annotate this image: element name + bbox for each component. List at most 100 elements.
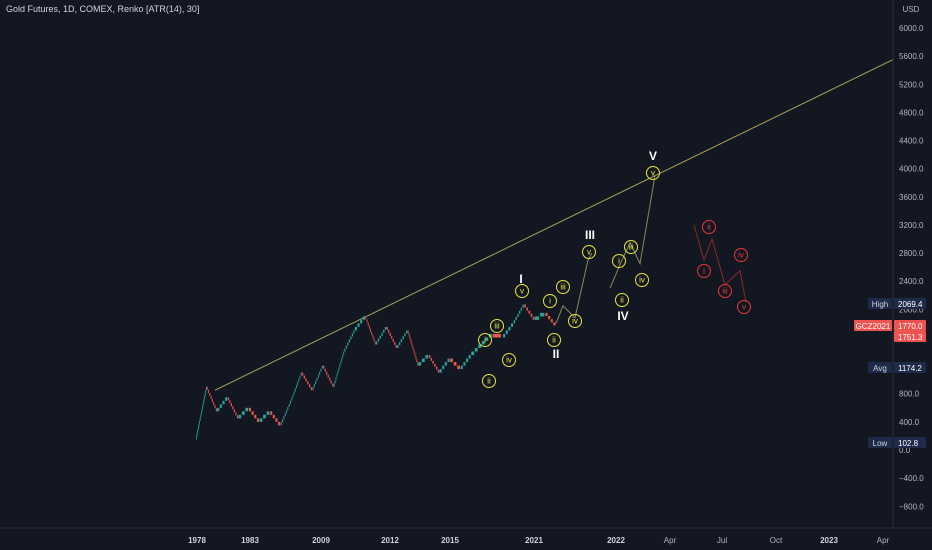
renko-brick	[511, 323, 514, 327]
wave-label-yellow: i	[612, 254, 626, 268]
renko-brick	[404, 333, 406, 337]
renko-brick	[199, 420, 201, 424]
y-tick-label: −800.0	[899, 502, 924, 511]
renko-brick	[227, 397, 229, 401]
wave-circle	[697, 264, 711, 278]
renko-brick	[254, 414, 257, 419]
renko-brick	[204, 392, 206, 397]
renko-brick	[327, 374, 329, 378]
renko-brick	[313, 384, 315, 388]
renko-brick	[288, 403, 290, 407]
renko-brick	[373, 338, 375, 342]
wave-text: iii	[722, 287, 728, 296]
price-label-value: 1770.0	[898, 322, 923, 331]
renko-brick	[197, 427, 199, 431]
renko-brick	[474, 348, 478, 352]
renko-brick	[450, 358, 453, 363]
renko-brick	[416, 359, 418, 363]
renko-brick	[505, 330, 508, 334]
x-axis: 1978 1983 2009 2012 2015 2021 2022 Apr Jul Oct 202…	[0, 527, 932, 545]
wave-text: v	[587, 248, 591, 257]
wave-text: ii	[707, 223, 711, 232]
renko-brick	[342, 354, 344, 358]
wave-text: iii	[560, 283, 566, 292]
renko-brick	[532, 316, 535, 320]
renko-brick	[205, 389, 207, 393]
wave-text: iv	[738, 251, 744, 260]
wave-text: i	[549, 297, 551, 306]
renko-brick	[447, 358, 450, 363]
renko-brick	[225, 397, 228, 401]
renko-brick	[439, 369, 442, 373]
renko-brick	[196, 433, 198, 437]
renko-brick	[230, 403, 232, 407]
renko-brick	[329, 377, 331, 381]
renko-brick	[337, 370, 339, 374]
renko-brick	[316, 377, 318, 381]
wave-circle	[568, 314, 582, 328]
wave-label-red: iv	[734, 248, 748, 262]
renko-brick	[235, 412, 237, 416]
renko-brick	[384, 326, 387, 330]
renko-brick	[460, 365, 463, 370]
renko-brick	[217, 407, 220, 412]
renko-brick	[283, 416, 285, 420]
renko-brick	[360, 319, 363, 324]
wave-label-yellow: iv	[502, 353, 516, 367]
trendline	[214, 59, 894, 391]
renko-brick	[463, 362, 466, 366]
renko-brick	[282, 419, 284, 423]
wave-text: iv	[506, 356, 512, 365]
renko-brick	[305, 378, 307, 382]
renko-brick	[389, 332, 391, 336]
renko-brick	[381, 332, 383, 336]
renko-brick	[213, 402, 215, 406]
wave-label-red: ii	[702, 220, 716, 234]
renko-brick	[408, 333, 410, 337]
wave-label-red: i	[697, 264, 711, 278]
y-tick-label: 400.0	[899, 418, 920, 427]
renko-brick	[348, 339, 350, 343]
renko-brick	[203, 399, 205, 403]
wave-text: v	[520, 287, 524, 296]
renko-brick	[294, 388, 296, 392]
wave-text: ii	[487, 377, 491, 386]
x-tick-label: 2009	[312, 536, 330, 545]
renko-brick	[245, 407, 249, 412]
wave-text: iii	[494, 322, 500, 331]
renko-brick	[241, 411, 245, 415]
renko-brick	[292, 394, 294, 398]
wave-text: v	[742, 303, 746, 312]
renko-brick	[209, 392, 211, 396]
y-tick-label: 0.0	[899, 446, 911, 455]
renko-brick	[278, 421, 281, 426]
renko-brick	[372, 335, 374, 339]
renko-brick	[319, 371, 321, 375]
renko-brick	[196, 436, 197, 440]
renko-brick	[202, 405, 204, 409]
renko-brick	[350, 336, 352, 340]
renko-brick	[434, 363, 436, 367]
price-label-name-bg	[868, 362, 892, 373]
renko-brick	[402, 336, 404, 340]
renko-brick	[430, 357, 433, 361]
renko-brick	[524, 304, 526, 308]
wave-circle	[515, 284, 529, 298]
renko-brick	[233, 409, 236, 413]
renko-brick	[299, 375, 301, 379]
renko-brick	[341, 357, 343, 362]
renko-brick	[453, 362, 457, 366]
renko-brick	[397, 345, 399, 349]
renko-brick	[522, 304, 524, 308]
price-label-name-bg	[854, 320, 892, 331]
x-tick-label: Oct	[770, 536, 783, 545]
renko-brick	[315, 380, 317, 385]
renko-brick	[340, 361, 342, 365]
renko-brick	[347, 342, 349, 346]
wave-circle	[556, 280, 570, 294]
renko-brick	[437, 369, 440, 373]
wave-circle	[502, 353, 516, 367]
renko-brick	[351, 333, 354, 337]
renko-brick	[263, 414, 266, 419]
